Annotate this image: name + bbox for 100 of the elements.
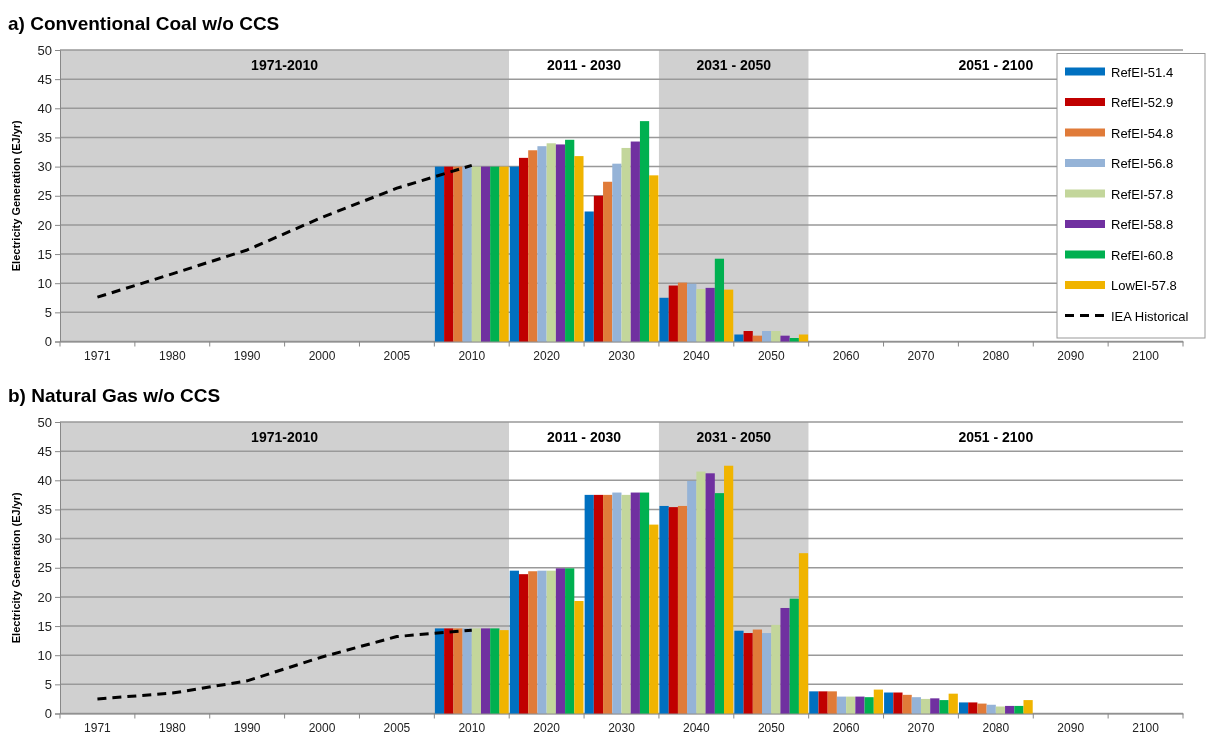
- bar: [453, 627, 463, 713]
- bar: [518, 573, 529, 713]
- y-tick-label: 10: [37, 647, 52, 663]
- bar: [734, 630, 744, 713]
- x-tick-label: 1990: [233, 349, 261, 364]
- y-tick-label: 40: [37, 100, 52, 116]
- bar: [509, 570, 519, 713]
- bar: [462, 166, 472, 342]
- bar: [444, 166, 454, 342]
- bar: [603, 494, 613, 713]
- y-tick-label: 50: [37, 42, 52, 58]
- bar: [762, 632, 772, 713]
- bar: [771, 624, 781, 713]
- bar: [603, 181, 613, 342]
- bar: [734, 334, 744, 342]
- bar: [546, 143, 556, 342]
- y-tick-label: 20: [37, 589, 52, 605]
- x-tick-label: 2060: [832, 349, 860, 364]
- y-tick-label: 35: [37, 501, 52, 517]
- x-tick-label: 2005: [383, 720, 411, 735]
- legend-label: IEA Historical: [1111, 308, 1189, 324]
- x-tick-label: 2100: [1132, 349, 1160, 364]
- bar: [490, 627, 500, 713]
- x-tick-label: 2080: [982, 349, 1010, 364]
- band-label: 2051 - 2100: [958, 56, 1034, 73]
- bar: [752, 629, 763, 713]
- bar: [780, 335, 790, 342]
- bar: [687, 283, 697, 342]
- bar: [574, 600, 584, 713]
- y-tick-label: 25: [37, 188, 52, 204]
- bar: [621, 494, 631, 713]
- y-tick-label: 30: [37, 530, 52, 546]
- bar: [789, 338, 799, 342]
- bar: [434, 627, 445, 713]
- y-tick-label: 25: [37, 559, 52, 575]
- y-axis-title: Electricity Generation (EJ/yr): [10, 491, 22, 643]
- bar: [893, 692, 903, 713]
- bar: [855, 696, 865, 713]
- y-tick-label: 40: [37, 472, 52, 488]
- bar: [565, 567, 575, 713]
- bar: [743, 331, 753, 342]
- legend-label: RefEI-56.8: [1111, 156, 1174, 171]
- bar: [584, 211, 594, 342]
- bar: [714, 492, 725, 713]
- x-tick-label: 2010: [458, 349, 486, 364]
- bar: [584, 494, 594, 713]
- x-tick-label: 2030: [608, 720, 636, 735]
- x-tick-label: 2020: [533, 720, 561, 735]
- y-tick-label: 45: [37, 443, 52, 459]
- x-tick-label: 1980: [158, 720, 186, 735]
- bar: [687, 480, 697, 713]
- bar: [668, 285, 678, 342]
- bar: [958, 701, 969, 713]
- x-tick-label: 1990: [233, 720, 261, 735]
- x-tick-label: 2090: [1057, 720, 1085, 735]
- bar: [846, 696, 856, 713]
- bar: [696, 289, 706, 342]
- bar: [630, 141, 640, 342]
- x-tick-label: 2090: [1057, 349, 1085, 364]
- bar: [574, 156, 584, 342]
- y-tick-label: 30: [37, 159, 52, 175]
- bar: [630, 492, 640, 713]
- x-tick-label: 2020: [533, 349, 561, 364]
- bar: [911, 696, 921, 713]
- bar: [827, 690, 837, 713]
- bar: [968, 701, 978, 713]
- bar: [499, 166, 509, 342]
- legend-label: RefEI-60.8: [1111, 247, 1174, 263]
- chart-title: a) Conventional Coal w/o CCS: [8, 13, 280, 34]
- bar: [752, 335, 763, 342]
- bar: [659, 505, 669, 713]
- bar: [621, 147, 631, 342]
- bar: [705, 472, 715, 713]
- legend-label: RefEI-57.8: [1111, 186, 1174, 202]
- bar: [668, 506, 678, 713]
- bar: [818, 690, 828, 713]
- bar: [836, 696, 847, 713]
- bar: [986, 704, 996, 713]
- x-tick-label: 2000: [308, 720, 336, 735]
- bar: [809, 690, 819, 713]
- bar: [471, 166, 481, 342]
- bar: [462, 627, 472, 713]
- bar: [1014, 705, 1024, 713]
- bar: [490, 166, 500, 342]
- bar: [780, 607, 790, 713]
- bar: [771, 331, 781, 342]
- x-tick-label: 2010: [458, 720, 486, 735]
- x-tick-label: 1980: [158, 349, 186, 364]
- line-series: [95, 628, 474, 700]
- bar: [612, 163, 622, 342]
- legend-label: RefEI-52.9: [1111, 95, 1174, 110]
- bar: [659, 297, 669, 342]
- bar: [453, 166, 463, 342]
- legend-label: RefEI-51.4: [1111, 64, 1174, 80]
- bar: [444, 627, 454, 713]
- y-tick-label: 15: [37, 618, 52, 634]
- chart-title: b) Natural Gas w/o CCS: [8, 384, 221, 406]
- band-label: 2011 - 2030: [547, 56, 622, 73]
- bar: [873, 689, 883, 713]
- y-tick-label: 20: [37, 217, 52, 233]
